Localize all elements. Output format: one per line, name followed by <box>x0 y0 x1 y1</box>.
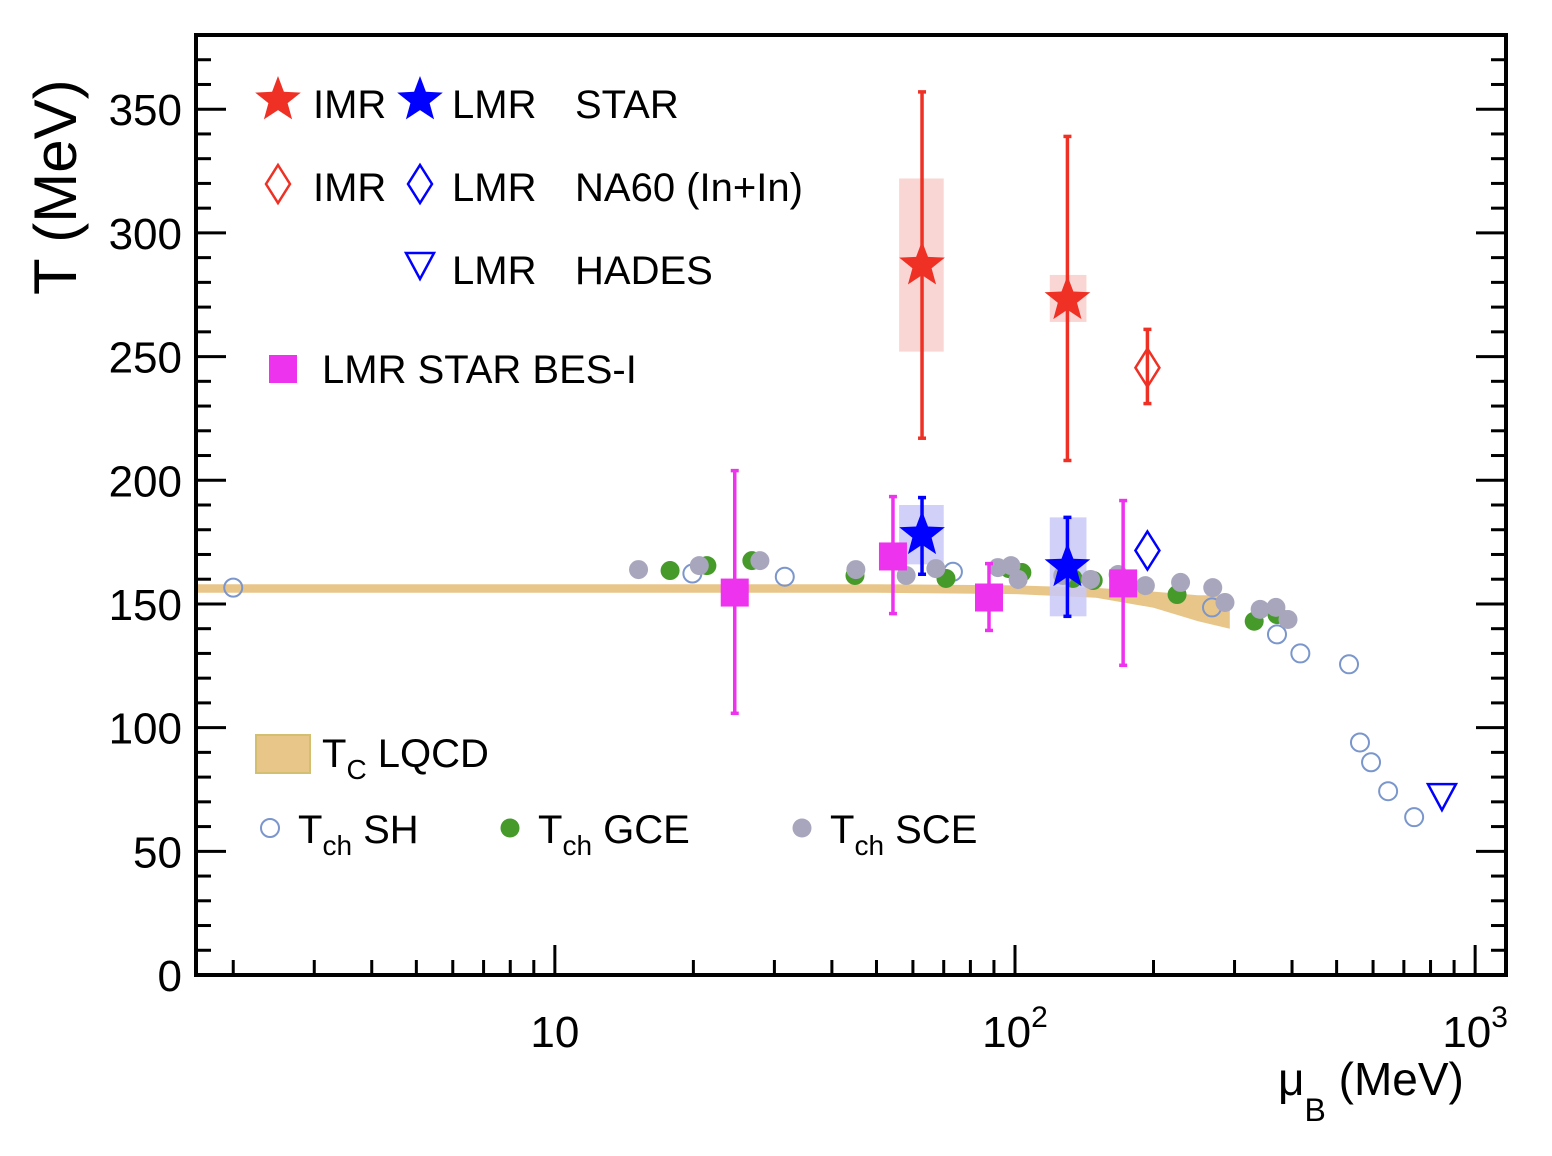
y-tick-label: 300 <box>109 210 182 259</box>
tch-sce-point <box>1008 569 1028 589</box>
lmr-na60-in-in--point <box>1133 529 1161 572</box>
tch-sh-point <box>1349 732 1370 753</box>
tch-sh-point <box>1378 781 1399 802</box>
legend-hades-label: HADES <box>575 249 713 293</box>
legend-lqcd-icon <box>255 734 311 774</box>
tch-sce-point <box>926 559 946 579</box>
lmr-star-bes-i-point <box>1109 569 1138 598</box>
legend-na60-imr-label: IMR <box>313 166 386 210</box>
lmr-star-bes-i-point <box>974 583 1003 612</box>
lqcd-band-layer <box>196 584 1230 629</box>
imr-star-point <box>1044 275 1091 320</box>
legend-sh-label: Tch SH <box>298 808 419 861</box>
legend-bes-label: LMR STAR BES-I <box>322 348 637 392</box>
y-tick-label: 150 <box>109 581 182 630</box>
tch-sh-point <box>1339 654 1360 675</box>
tick-labels: 0 50 100 150 200 250 300 350 10 102 103 <box>109 86 1508 1057</box>
lmr-star-bes-i-point <box>720 578 749 607</box>
lmr-star-bes-i-point <box>878 542 907 571</box>
legend-gce-icon <box>500 818 520 838</box>
systematic-boxes <box>899 178 1087 617</box>
tch-sh-point <box>223 577 244 598</box>
x-axis-title: μB (MeV) <box>1278 1053 1464 1128</box>
lmr-hades-point <box>1425 782 1459 813</box>
tch-sh-point <box>774 566 795 587</box>
imr-na60-in-in--point <box>1133 346 1161 390</box>
tch-sce-point <box>1250 599 1270 619</box>
x-tick-label: 103 <box>1442 1001 1508 1057</box>
data-markers <box>223 90 1459 828</box>
legend-na60-lmr-icon <box>406 162 434 206</box>
y-tick-label: 0 <box>158 952 182 1001</box>
y-tick-label: 250 <box>109 334 182 383</box>
legend-star-imr-icon <box>255 76 301 120</box>
tch-sce-point <box>896 566 916 585</box>
tch-sce-point <box>1081 569 1101 589</box>
axis-ticks <box>196 58 1506 977</box>
tch-sce-point <box>1171 572 1191 592</box>
tch-sce-point <box>750 551 770 571</box>
legend-star-lmr-label: LMR <box>452 83 536 127</box>
tch-sce-point <box>1215 592 1235 612</box>
legend: IMR LMR STAR IMR LMR NA60 (In+In) LMR HA… <box>255 76 977 861</box>
tch-sce-point <box>689 556 709 576</box>
lqcd-band <box>196 584 1230 629</box>
tch-sce-point <box>1278 610 1298 630</box>
lmr-star-point <box>1044 542 1091 587</box>
legend-hades-lmr-label: LMR <box>452 249 536 293</box>
imr-star-point <box>899 241 945 285</box>
legend-lqcd-label: TC LQCD <box>322 732 489 785</box>
tch-sce-point <box>846 560 866 580</box>
legend-sce-icon <box>792 818 812 838</box>
y-tick-label: 100 <box>109 705 182 754</box>
legend-na60-imr-icon <box>264 162 292 206</box>
x-tick-label: 10 <box>530 1008 579 1057</box>
y-axis-title: T (MeV) <box>22 79 89 295</box>
legend-gce-label: Tch GCE <box>538 808 690 861</box>
legend-hades-icon <box>403 251 437 282</box>
legend-star-label: STAR <box>575 83 679 127</box>
y-tick-label: 350 <box>109 86 182 135</box>
legend-star-lmr-icon <box>397 76 443 120</box>
tch-sh-point <box>1266 624 1287 645</box>
tch-sh-point <box>1290 643 1311 664</box>
tch-sce-point <box>629 560 649 580</box>
tch-sce-point <box>1203 578 1223 598</box>
legend-icons <box>255 76 812 838</box>
y-tick-label: 50 <box>133 828 182 877</box>
legend-na60-lmr-label: LMR <box>452 166 536 210</box>
x-tick-label: 102 <box>982 1001 1048 1057</box>
lmr-star-point <box>899 510 945 555</box>
tch-sh-point <box>1404 807 1425 828</box>
y-tick-label: 200 <box>109 457 182 506</box>
legend-star-imr-label: IMR <box>313 83 386 127</box>
tch-gce-point <box>660 561 680 581</box>
legend-bes-icon <box>269 355 297 383</box>
legend-sce-label: Tch SCE <box>830 808 977 861</box>
tch-sh-point <box>1361 752 1382 773</box>
tch-sce-point <box>1135 576 1155 596</box>
tch-sce-point <box>1266 597 1286 617</box>
legend-na60-label: NA60 (In+In) <box>575 166 803 210</box>
legend-sh-icon <box>260 818 280 838</box>
